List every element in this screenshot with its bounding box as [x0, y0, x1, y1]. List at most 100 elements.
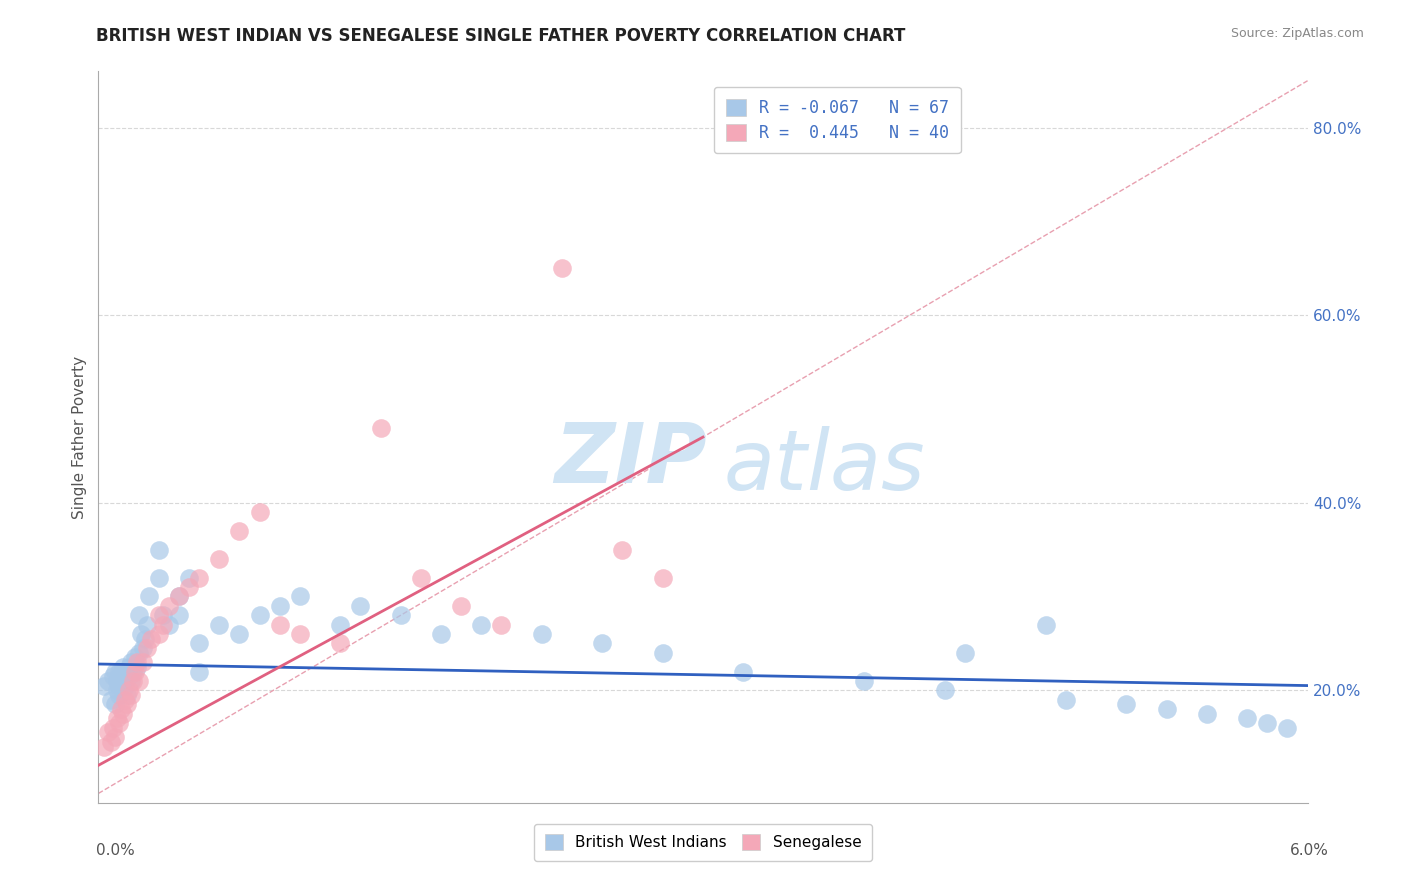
Point: [107, 679, 129, 693]
Point: [249, 608, 271, 623]
Point: [349, 599, 371, 613]
Point: [228, 524, 250, 538]
Point: [370, 420, 392, 434]
Text: atlas: atlas: [723, 425, 925, 507]
Point: [115, 665, 138, 679]
Point: [953, 646, 976, 660]
Point: [179, 580, 201, 594]
Y-axis label: Single Father Poverty: Single Father Poverty: [72, 356, 87, 518]
Point: [1115, 698, 1137, 712]
Point: [188, 636, 211, 650]
Point: [329, 617, 352, 632]
Point: [167, 590, 190, 604]
Point: [288, 627, 311, 641]
Point: [167, 590, 190, 604]
Legend: British West Indians, Senegalese: British West Indians, Senegalese: [534, 823, 872, 861]
Point: [733, 665, 755, 679]
Point: [111, 706, 134, 721]
Point: [591, 636, 613, 650]
Point: [139, 632, 162, 646]
Point: [114, 679, 136, 693]
Text: Source: ZipAtlas.com: Source: ZipAtlas.com: [1230, 27, 1364, 40]
Point: [101, 721, 124, 735]
Point: [329, 636, 352, 650]
Point: [1035, 617, 1057, 632]
Point: [157, 599, 180, 613]
Point: [114, 669, 136, 683]
Point: [269, 599, 291, 613]
Point: [208, 552, 231, 566]
Point: [167, 608, 190, 623]
Point: [110, 702, 132, 716]
Point: [105, 683, 128, 698]
Point: [93, 739, 115, 754]
Point: [288, 590, 311, 604]
Point: [612, 542, 634, 557]
Point: [934, 683, 956, 698]
Point: [120, 673, 142, 688]
Point: [97, 673, 120, 688]
Point: [103, 698, 125, 712]
Point: [1195, 706, 1218, 721]
Point: [152, 617, 174, 632]
Point: [107, 665, 129, 679]
Point: [1256, 716, 1278, 731]
Point: [128, 646, 150, 660]
Point: [249, 505, 271, 519]
Point: [228, 627, 250, 641]
Point: [120, 655, 142, 669]
Point: [125, 660, 148, 674]
Text: 0.0%: 0.0%: [96, 843, 135, 858]
Point: [101, 669, 124, 683]
Point: [148, 542, 170, 557]
Point: [93, 679, 115, 693]
Point: [121, 673, 143, 688]
Point: [118, 669, 141, 683]
Point: [651, 646, 673, 660]
Text: 6.0%: 6.0%: [1289, 843, 1329, 858]
Point: [179, 571, 201, 585]
Point: [152, 608, 174, 623]
Point: [208, 617, 231, 632]
Point: [132, 655, 155, 669]
Point: [103, 665, 125, 679]
Point: [128, 673, 150, 688]
Point: [105, 711, 128, 725]
Point: [138, 590, 160, 604]
Point: [121, 665, 143, 679]
Point: [111, 683, 134, 698]
Point: [105, 673, 128, 688]
Point: [107, 688, 129, 702]
Point: [110, 673, 132, 688]
Point: [134, 632, 156, 646]
Point: [157, 617, 180, 632]
Point: [148, 608, 170, 623]
Point: [1156, 702, 1178, 716]
Point: [125, 655, 148, 669]
Point: [124, 650, 146, 665]
Point: [551, 261, 574, 276]
Point: [97, 725, 120, 739]
Point: [530, 627, 553, 641]
Point: [1277, 721, 1299, 735]
Point: [135, 617, 157, 632]
Point: [470, 617, 492, 632]
Point: [111, 660, 134, 674]
Point: [118, 683, 141, 698]
Point: [115, 688, 138, 702]
Point: [100, 735, 122, 749]
Point: [651, 571, 673, 585]
Point: [115, 698, 138, 712]
Point: [120, 688, 142, 702]
Point: [114, 692, 136, 706]
Text: ZIP: ZIP: [554, 418, 707, 500]
Point: [148, 571, 170, 585]
Point: [269, 617, 291, 632]
Point: [491, 617, 513, 632]
Point: [135, 641, 157, 656]
Point: [430, 627, 453, 641]
Point: [132, 641, 155, 656]
Point: [409, 571, 432, 585]
Point: [128, 608, 150, 623]
Point: [148, 627, 170, 641]
